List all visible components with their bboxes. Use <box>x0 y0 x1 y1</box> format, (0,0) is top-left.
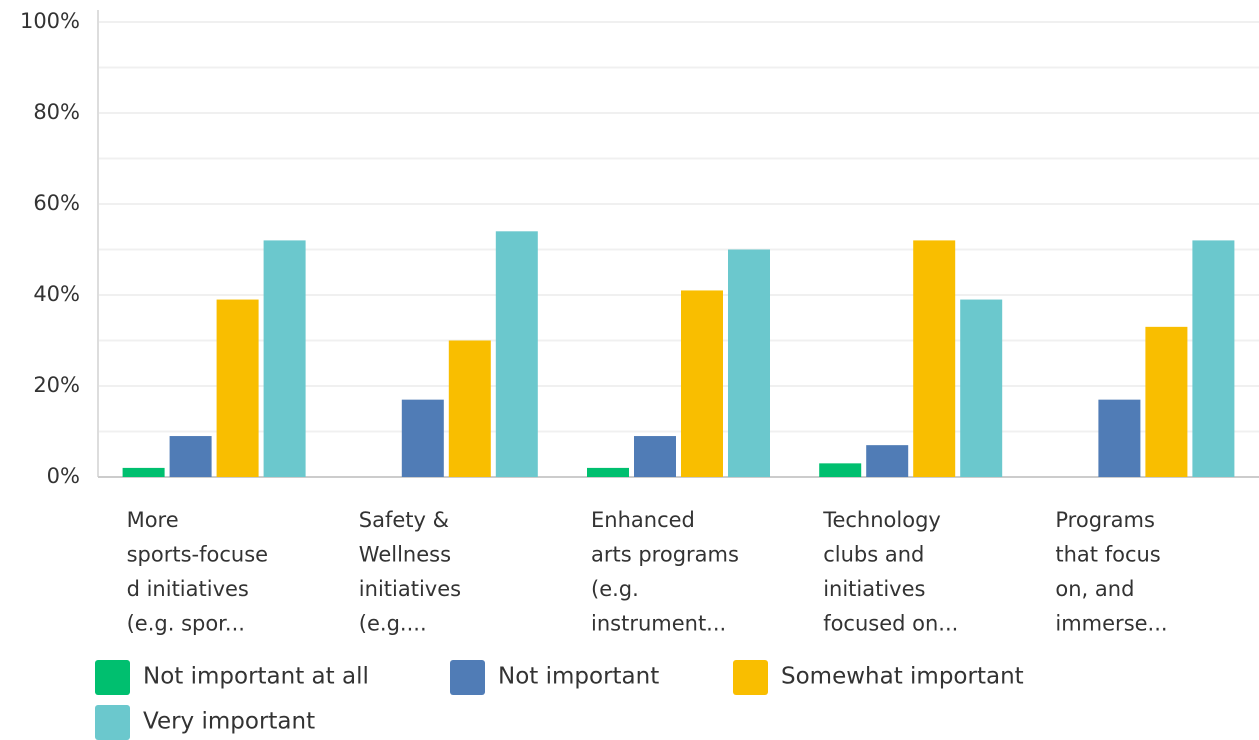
bar <box>122 467 165 477</box>
y-tick-label: 100% <box>20 9 80 33</box>
bar <box>681 290 723 477</box>
x-tick-label: (e.g. <box>591 577 639 601</box>
y-tick-label: 20% <box>33 373 80 397</box>
bar <box>960 299 1003 477</box>
legend-label: Somewhat important <box>781 664 1024 690</box>
x-tick-label: instrument... <box>591 612 726 636</box>
y-tick-label: 40% <box>33 282 80 306</box>
x-tick-label: that focus <box>1055 543 1160 567</box>
x-tick-label: More <box>127 508 179 532</box>
bar <box>587 467 629 477</box>
bar <box>1192 240 1235 477</box>
x-tick-label: on, and <box>1055 577 1134 601</box>
x-tick-label: immerse... <box>1055 612 1167 636</box>
legend-swatch <box>95 705 130 740</box>
bar <box>169 436 212 477</box>
x-tick-label: initiatives <box>359 577 461 601</box>
x-tick-label: Programs <box>1055 508 1155 532</box>
y-tick-label: 80% <box>33 100 80 124</box>
bar <box>263 240 306 477</box>
x-tick-label: arts programs <box>591 543 739 567</box>
x-tick-label: (e.g. spor... <box>127 612 245 636</box>
bar <box>448 340 491 477</box>
legend-swatch <box>450 660 485 695</box>
bar <box>401 399 444 477</box>
bar <box>216 299 259 477</box>
legend-swatch <box>95 660 130 695</box>
x-tick-label: Wellness <box>359 543 451 567</box>
legend-label: Very important <box>143 709 315 735</box>
x-tick-label: sports-focuse <box>127 543 268 567</box>
legend-swatch <box>733 660 768 695</box>
x-tick-label: Enhanced <box>591 508 695 532</box>
bar <box>913 240 956 477</box>
x-tick-label: Safety & <box>359 508 449 532</box>
bar <box>1098 399 1141 477</box>
x-tick-label: initiatives <box>823 577 925 601</box>
bar <box>728 249 770 477</box>
x-tick-label: focused on... <box>823 612 958 636</box>
bar <box>866 445 909 477</box>
x-tick-label: d initiatives <box>127 577 249 601</box>
bar <box>819 463 862 477</box>
x-tick-label: clubs and <box>823 543 924 567</box>
bar <box>634 436 676 477</box>
bar <box>1145 326 1188 477</box>
x-tick-label: Technology <box>822 508 941 532</box>
bar <box>495 231 538 477</box>
legend-label: Not important <box>498 664 659 690</box>
y-tick-label: 60% <box>33 191 80 215</box>
x-tick-label: (e.g.... <box>359 612 427 636</box>
y-tick-label: 0% <box>47 464 80 488</box>
legend-label: Not important at all <box>143 664 369 690</box>
